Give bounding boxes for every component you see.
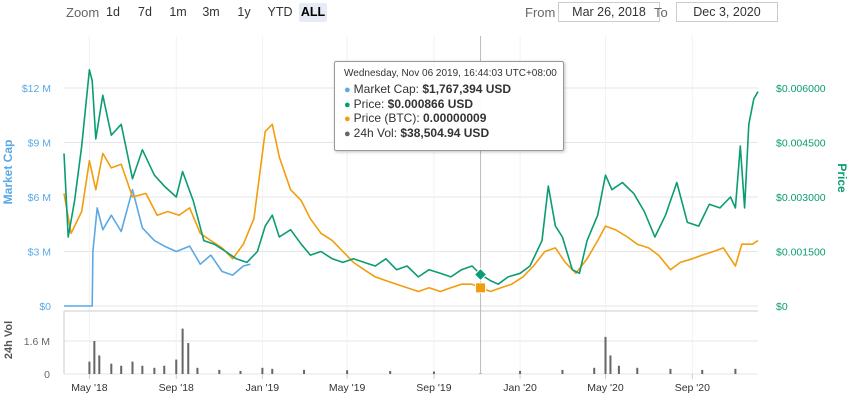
left-axis-tick-label: $9 M [28,138,51,150]
zoom-button-1d[interactable]: 1d [106,5,120,19]
zoom-button-1y[interactable]: 1y [237,5,251,19]
from-label: From [525,5,556,20]
left-axis-tick-label: $0 [39,301,51,313]
tooltip-row: ● Price (BTC): 0.00000009 [344,111,486,125]
series-lines [63,69,759,307]
zoom-button-all[interactable]: ALL [299,3,327,22]
left-axis-tick-label: $12 M [22,83,51,95]
volume-bar [271,368,274,374]
right-axis-tick-label: $0.001500 [776,247,826,259]
left-axis-tick-label: $3 M [28,247,51,259]
tooltip-row-label: 24h Vol: [353,125,401,140]
volume-axis-tick-label: 1.6 M [24,336,50,348]
volume-bar [701,369,704,374]
tooltip-row: ● Price: $0.000866 USD [344,97,473,111]
volume-bar [187,343,190,374]
x-tick-label: Jan '19 [246,382,280,394]
x-tick-label: Sep '18 [159,382,194,394]
volume-bar [98,355,101,374]
volume-bars [88,328,737,374]
series-dot-icon: ● [344,113,351,125]
tooltip: Wednesday, Nov 06 2019, 16:44:03 UTC+08:… [334,61,564,151]
volume-bar [593,367,596,374]
to-label: To [654,5,668,20]
x-tick-label: Sep '19 [416,382,451,394]
tooltip-row-label: Price: [353,96,388,111]
volume-bar [617,365,620,374]
volume-bar [303,369,306,374]
volume-bar [175,359,178,374]
x-tick-label: Sep '20 [675,382,710,394]
tooltip-row-value: $0.000866 USD [387,96,474,111]
tooltip-date: Wednesday, Nov 06 2019, 16:44:03 UTC+08:… [344,68,557,79]
volume-bar [181,328,184,374]
volume-bar [163,365,166,374]
series-dot-icon: ● [344,98,351,111]
series-line-price [63,69,759,286]
right-axis-tick-label: $0 [776,301,788,313]
volume-bar [120,365,123,374]
zoom-button-7d[interactable]: 7d [138,5,152,19]
volume-bar [346,370,349,374]
tooltip-row-value: 0.00000009 [423,111,487,125]
volume-bar [261,367,264,374]
series-line-market-cap [64,188,251,307]
right-axis-tick-label: $0.003000 [776,192,826,204]
volume-axis-tick-label: 0 [44,369,50,381]
x-tick-label: Jan '20 [503,382,537,394]
x-tick-label: May '18 [71,382,108,394]
volume-bar [389,370,392,374]
volume-bar [669,368,672,374]
left-axis-tick-label: $6 M [28,192,51,204]
right-axis-tick-label: $0.004500 [776,138,826,150]
tooltip-row-value: $38,504.94 USD [400,125,490,140]
tooltip-row-label: Market Cap: [353,82,423,96]
volume-bar [88,361,91,374]
volume-bar [131,361,134,374]
volume-bar [141,365,144,374]
volume-bar [609,355,612,374]
tooltip-row: ● 24h Vol: $38,504.94 USD [344,126,489,140]
zoom-button-ytd[interactable]: YTD [267,5,293,19]
right-axis-tick-label: $0.006000 [776,83,826,95]
series-dot-icon: ● [344,127,351,140]
price-marker [473,267,488,282]
volume-bar [636,367,639,374]
tooltip-row: ● Market Cap: $1,767,394 USD [344,82,511,96]
zoom-button-3m[interactable]: 3m [202,5,220,19]
axes: $0 $3 M $6 M $9 M $12 M $0 $0.001500 $0.003000 $… [1,83,849,394]
volume-axis-title: 24h Vol [3,321,15,359]
volume-bar [153,367,156,374]
hover-markers [473,267,488,294]
tooltip-row-value: $1,767,394 USD [422,82,512,96]
volume-bar [432,371,435,374]
x-tick-label: May '20 [587,382,624,394]
volume-bar [604,336,607,374]
volume-bar [218,369,221,374]
to-date-input[interactable] [676,2,778,22]
price-btc-marker [475,282,487,294]
volume-bar [110,363,113,374]
volume-bar [93,341,96,374]
right-axis-title: Price [835,163,849,193]
zoom-button-1m[interactable]: 1m [169,5,187,19]
volume-bar [734,368,737,374]
zoom-label: Zoom [66,5,100,20]
x-tick-label: May '19 [329,382,366,394]
tooltip-row-label: Price (BTC): [353,111,423,125]
volume-bar [239,370,242,374]
series-line-price-btc [63,123,759,293]
volume-bar [196,367,199,374]
from-date-input[interactable] [558,2,660,22]
volume-bar [519,370,522,374]
volume-bar [561,369,564,374]
left-axis-title: Market Cap [1,140,15,205]
series-dot-icon: ● [344,84,351,96]
